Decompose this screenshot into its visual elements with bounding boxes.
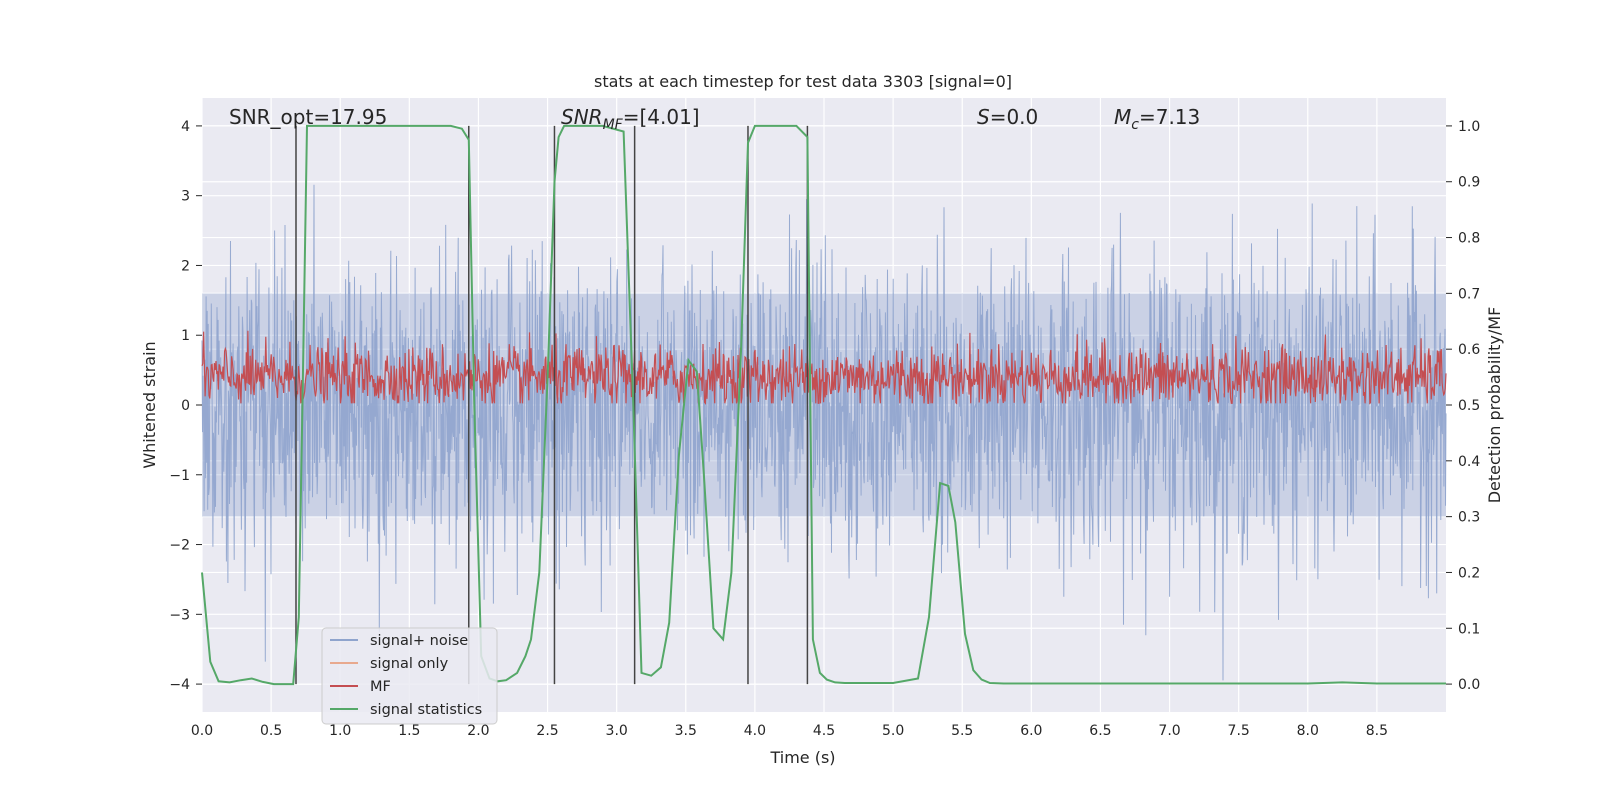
x-tick-label: 3.0 xyxy=(606,723,628,739)
legend-label-signal-noise: signal+ noise xyxy=(370,633,468,649)
y-tick-label: −1 xyxy=(169,468,190,484)
mc-symbol: M xyxy=(1114,105,1131,129)
x-tick-label: 6.5 xyxy=(1089,723,1111,739)
y-right-tick-label: 0.1 xyxy=(1458,621,1480,637)
x-tick-label: 5.0 xyxy=(882,723,904,739)
legend-label-signal-statistics: signal statistics xyxy=(370,702,482,718)
y-tick-label: 4 xyxy=(181,119,190,135)
x-tick-label: 7.0 xyxy=(1158,723,1180,739)
x-tick-label: 5.5 xyxy=(951,723,973,739)
snr-mf-annotation: SNRMF=[4.01] xyxy=(561,105,700,133)
s-symbol: S xyxy=(977,105,990,129)
y-tick-label: 1 xyxy=(181,328,190,344)
x-tick-label: 1.0 xyxy=(329,723,351,739)
y-right-tick-label: 0.3 xyxy=(1458,510,1480,526)
snr-mf-value: =[4.01] xyxy=(623,105,700,129)
signal-statistics-line xyxy=(201,124,1446,686)
x-tick-label: 6.0 xyxy=(1020,723,1042,739)
y-right-tick-label: 0.5 xyxy=(1458,398,1480,414)
legend-label-mf: MF xyxy=(370,679,391,695)
legend-box xyxy=(321,627,498,725)
y-tick-label: 0 xyxy=(181,398,190,414)
x-tick-label: 0.0 xyxy=(191,723,213,739)
axis-ticks: 0.0 0.5 1.0 1.5 2.0 2.5 3.0 3.5 4.0 4.5 5.0 5.5 6.0 6… xyxy=(169,119,1480,739)
x-tick-label: 0.5 xyxy=(260,723,282,739)
x-tick-label: 8.0 xyxy=(1297,723,1319,739)
signal-noise-line xyxy=(201,184,1447,681)
y-right-tick-label: 0.2 xyxy=(1458,565,1480,581)
y-right-tick-label: 0.0 xyxy=(1458,677,1480,693)
mc-value: =7.13 xyxy=(1139,105,1200,129)
y-right-tick-label: 0.8 xyxy=(1458,231,1480,247)
x-tick-label: 2.5 xyxy=(536,723,558,739)
y-tick-label: 3 xyxy=(181,189,190,205)
y-axis-label: Whitened strain xyxy=(140,341,159,468)
y-right-tick-label: 0.7 xyxy=(1458,286,1480,302)
snr-opt-annotation: SNR_opt=17.95 xyxy=(229,105,387,129)
y-tick-label: 2 xyxy=(181,258,190,274)
x-tick-label: 7.5 xyxy=(1228,723,1250,739)
y-right-tick-label: 1.0 xyxy=(1458,119,1480,135)
y-tick-label: −4 xyxy=(169,677,190,693)
y-right-tick-label: 0.6 xyxy=(1458,342,1480,358)
y-axis-right-label: Detection probability/MF xyxy=(1485,307,1504,504)
mf-series xyxy=(201,330,1447,405)
legend-label-signal-only: signal only xyxy=(370,656,449,672)
x-tick-label: 1.5 xyxy=(398,723,420,739)
x-tick-label: 2.0 xyxy=(467,723,489,739)
x-tick-label: 4.5 xyxy=(813,723,835,739)
y-tick-label: −2 xyxy=(169,538,190,554)
mc-subscript: c xyxy=(1131,117,1139,133)
y-tick-label: −3 xyxy=(169,607,190,623)
legend: signal+ noise signal only MF signal stat… xyxy=(321,627,498,725)
mf-line xyxy=(201,330,1447,405)
s-annotation: S=0.0 xyxy=(977,105,1038,129)
signal-statistics-series xyxy=(201,124,1446,686)
x-tick-label: 4.0 xyxy=(744,723,766,739)
x-tick-label: 8.5 xyxy=(1366,723,1388,739)
x-tick-label: 3.5 xyxy=(675,723,697,739)
s-value: =0.0 xyxy=(990,105,1039,129)
mc-annotation: Mc=7.13 xyxy=(1114,105,1200,133)
x-axis-label: Time (s) xyxy=(769,748,835,767)
signal-noise-series xyxy=(201,184,1447,681)
snr-mf-symbol: SNR xyxy=(561,105,603,129)
y-right-tick-label: 0.4 xyxy=(1458,454,1480,470)
chart-title: stats at each timestep for test data 330… xyxy=(594,72,1012,91)
snr-mf-subscript: MF xyxy=(603,117,624,133)
signal-noise-band xyxy=(202,293,1446,517)
y-right-tick-label: 0.9 xyxy=(1458,175,1480,191)
